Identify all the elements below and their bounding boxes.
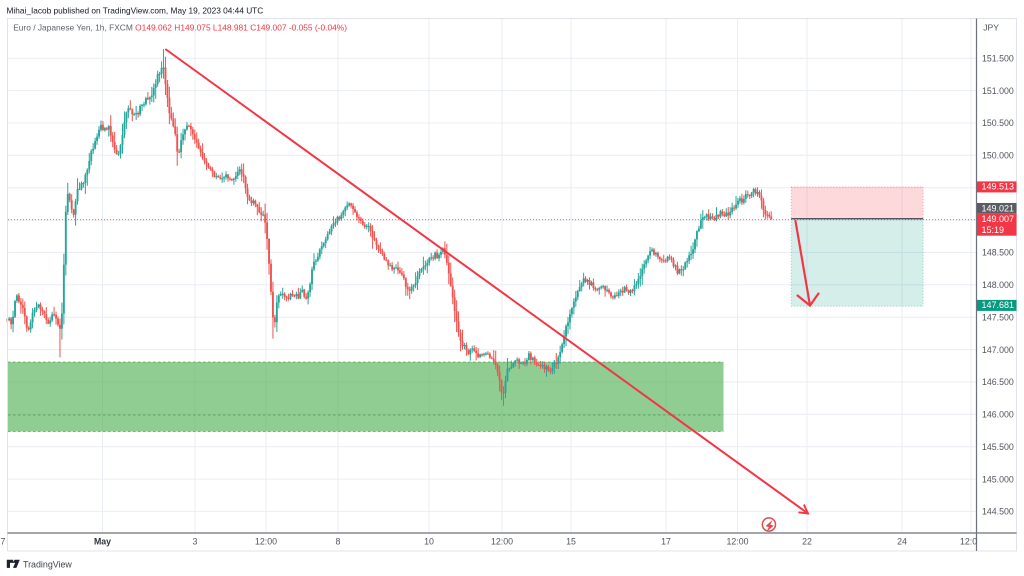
svg-text:145.000: 145.000 [982, 474, 1014, 484]
svg-text:146.500: 146.500 [982, 377, 1014, 387]
svg-text:147.681: 147.681 [982, 300, 1015, 310]
svg-text:149.513: 149.513 [982, 182, 1015, 192]
svg-text:145.500: 145.500 [982, 442, 1014, 452]
svg-text:150.500: 150.500 [982, 118, 1014, 128]
svg-text:12:00: 12:00 [491, 537, 513, 547]
svg-text:146.000: 146.000 [982, 410, 1014, 420]
svg-text:149.007: 149.007 [982, 214, 1015, 224]
svg-text:3: 3 [193, 537, 198, 547]
svg-text:27: 27 [0, 537, 5, 547]
svg-text:10: 10 [424, 537, 434, 547]
svg-text:144.500: 144.500 [982, 507, 1014, 517]
svg-text:12:00: 12:00 [960, 537, 982, 547]
svg-text:TradingView: TradingView [23, 559, 72, 569]
svg-text:May: May [94, 537, 111, 547]
svg-text:151.000: 151.000 [982, 86, 1014, 96]
svg-text:148.000: 148.000 [982, 280, 1014, 290]
svg-text:12:00: 12:00 [726, 537, 748, 547]
svg-text:147.000: 147.000 [982, 345, 1014, 355]
svg-text:147.500: 147.500 [982, 312, 1014, 322]
svg-text:148.500: 148.500 [982, 248, 1014, 258]
svg-text:17: 17 [661, 537, 671, 547]
svg-text:150.000: 150.000 [982, 151, 1014, 161]
svg-text:Euro / Japanese Yen, 1h, FXCM: Euro / Japanese Yen, 1h, FXCM O149.062 H… [13, 22, 347, 32]
svg-text:15: 15 [566, 537, 576, 547]
svg-text:Mihai_Iacob published on Tradi: Mihai_Iacob published on TradingView.com… [7, 6, 264, 16]
svg-text:JPY: JPY [983, 23, 999, 33]
svg-text:15:19: 15:19 [982, 225, 1005, 235]
svg-text:22: 22 [802, 537, 812, 547]
svg-text:151.500: 151.500 [982, 53, 1014, 63]
svg-text:149.021: 149.021 [982, 203, 1015, 213]
svg-text:12:00: 12:00 [255, 537, 277, 547]
svg-text:24: 24 [897, 537, 907, 547]
svg-text:8: 8 [336, 537, 341, 547]
